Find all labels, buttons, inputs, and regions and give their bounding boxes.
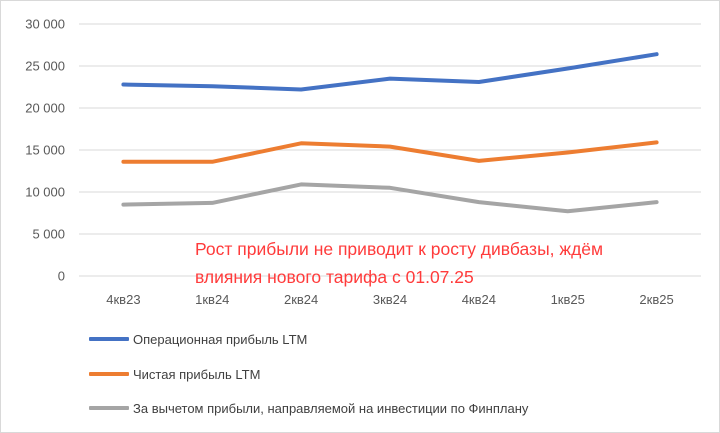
x-tick-label: 2кв25 bbox=[639, 292, 673, 307]
annotation-line-2: влияния нового тарифа с 01.07.25 bbox=[195, 267, 474, 287]
y-tick-label: 0 bbox=[58, 269, 65, 284]
x-tick-label: 1кв24 bbox=[195, 292, 229, 307]
series-line-3 bbox=[121, 182, 659, 214]
series-lines bbox=[121, 52, 659, 214]
y-tick-label: 30 000 bbox=[25, 17, 65, 32]
y-tick-label: 20 000 bbox=[25, 101, 65, 116]
annotation-line-1: Рост прибыли не приводит к росту дивбазы… bbox=[195, 239, 604, 259]
series-line-2 bbox=[121, 140, 659, 164]
legend-item-operating-profit: Операционная прибыль LTM bbox=[89, 329, 307, 349]
legend-label: За вычетом прибыли, направляемой на инве… bbox=[133, 400, 529, 416]
x-axis-ticks: 4кв23 1кв24 2кв24 3кв24 4кв24 1кв25 2кв25 bbox=[106, 292, 673, 307]
x-tick-label: 3кв24 bbox=[373, 292, 407, 307]
y-tick-label: 25 000 bbox=[25, 59, 65, 74]
y-tick-label: 10 000 bbox=[25, 185, 65, 200]
legend-swatch bbox=[89, 372, 129, 376]
legend-item-net-of-investment: За вычетом прибыли, направляемой на инве… bbox=[89, 398, 528, 418]
series-line-1 bbox=[121, 52, 659, 92]
legend-swatch bbox=[89, 337, 129, 341]
legend-swatch bbox=[89, 406, 129, 410]
y-tick-label: 5 000 bbox=[32, 227, 65, 242]
x-tick-label: 2кв24 bbox=[284, 292, 318, 307]
x-tick-label: 4кв23 bbox=[106, 292, 140, 307]
legend-label: Операционная прибыль LTM bbox=[133, 331, 308, 347]
legend-item-net-profit: Чистая прибыль LTM bbox=[89, 364, 260, 384]
x-tick-label: 1кв25 bbox=[551, 292, 585, 307]
legend-label: Чистая прибыль LTM bbox=[133, 366, 261, 382]
chart-annotation: Рост прибыли не приводит к росту дивбазы… bbox=[195, 235, 603, 291]
y-axis-ticks: 0 5 000 10 000 15 000 20 000 25 000 30 000 bbox=[25, 17, 65, 284]
y-tick-label: 15 000 bbox=[25, 143, 65, 158]
x-tick-label: 4кв24 bbox=[462, 292, 496, 307]
gridlines bbox=[79, 23, 701, 277]
